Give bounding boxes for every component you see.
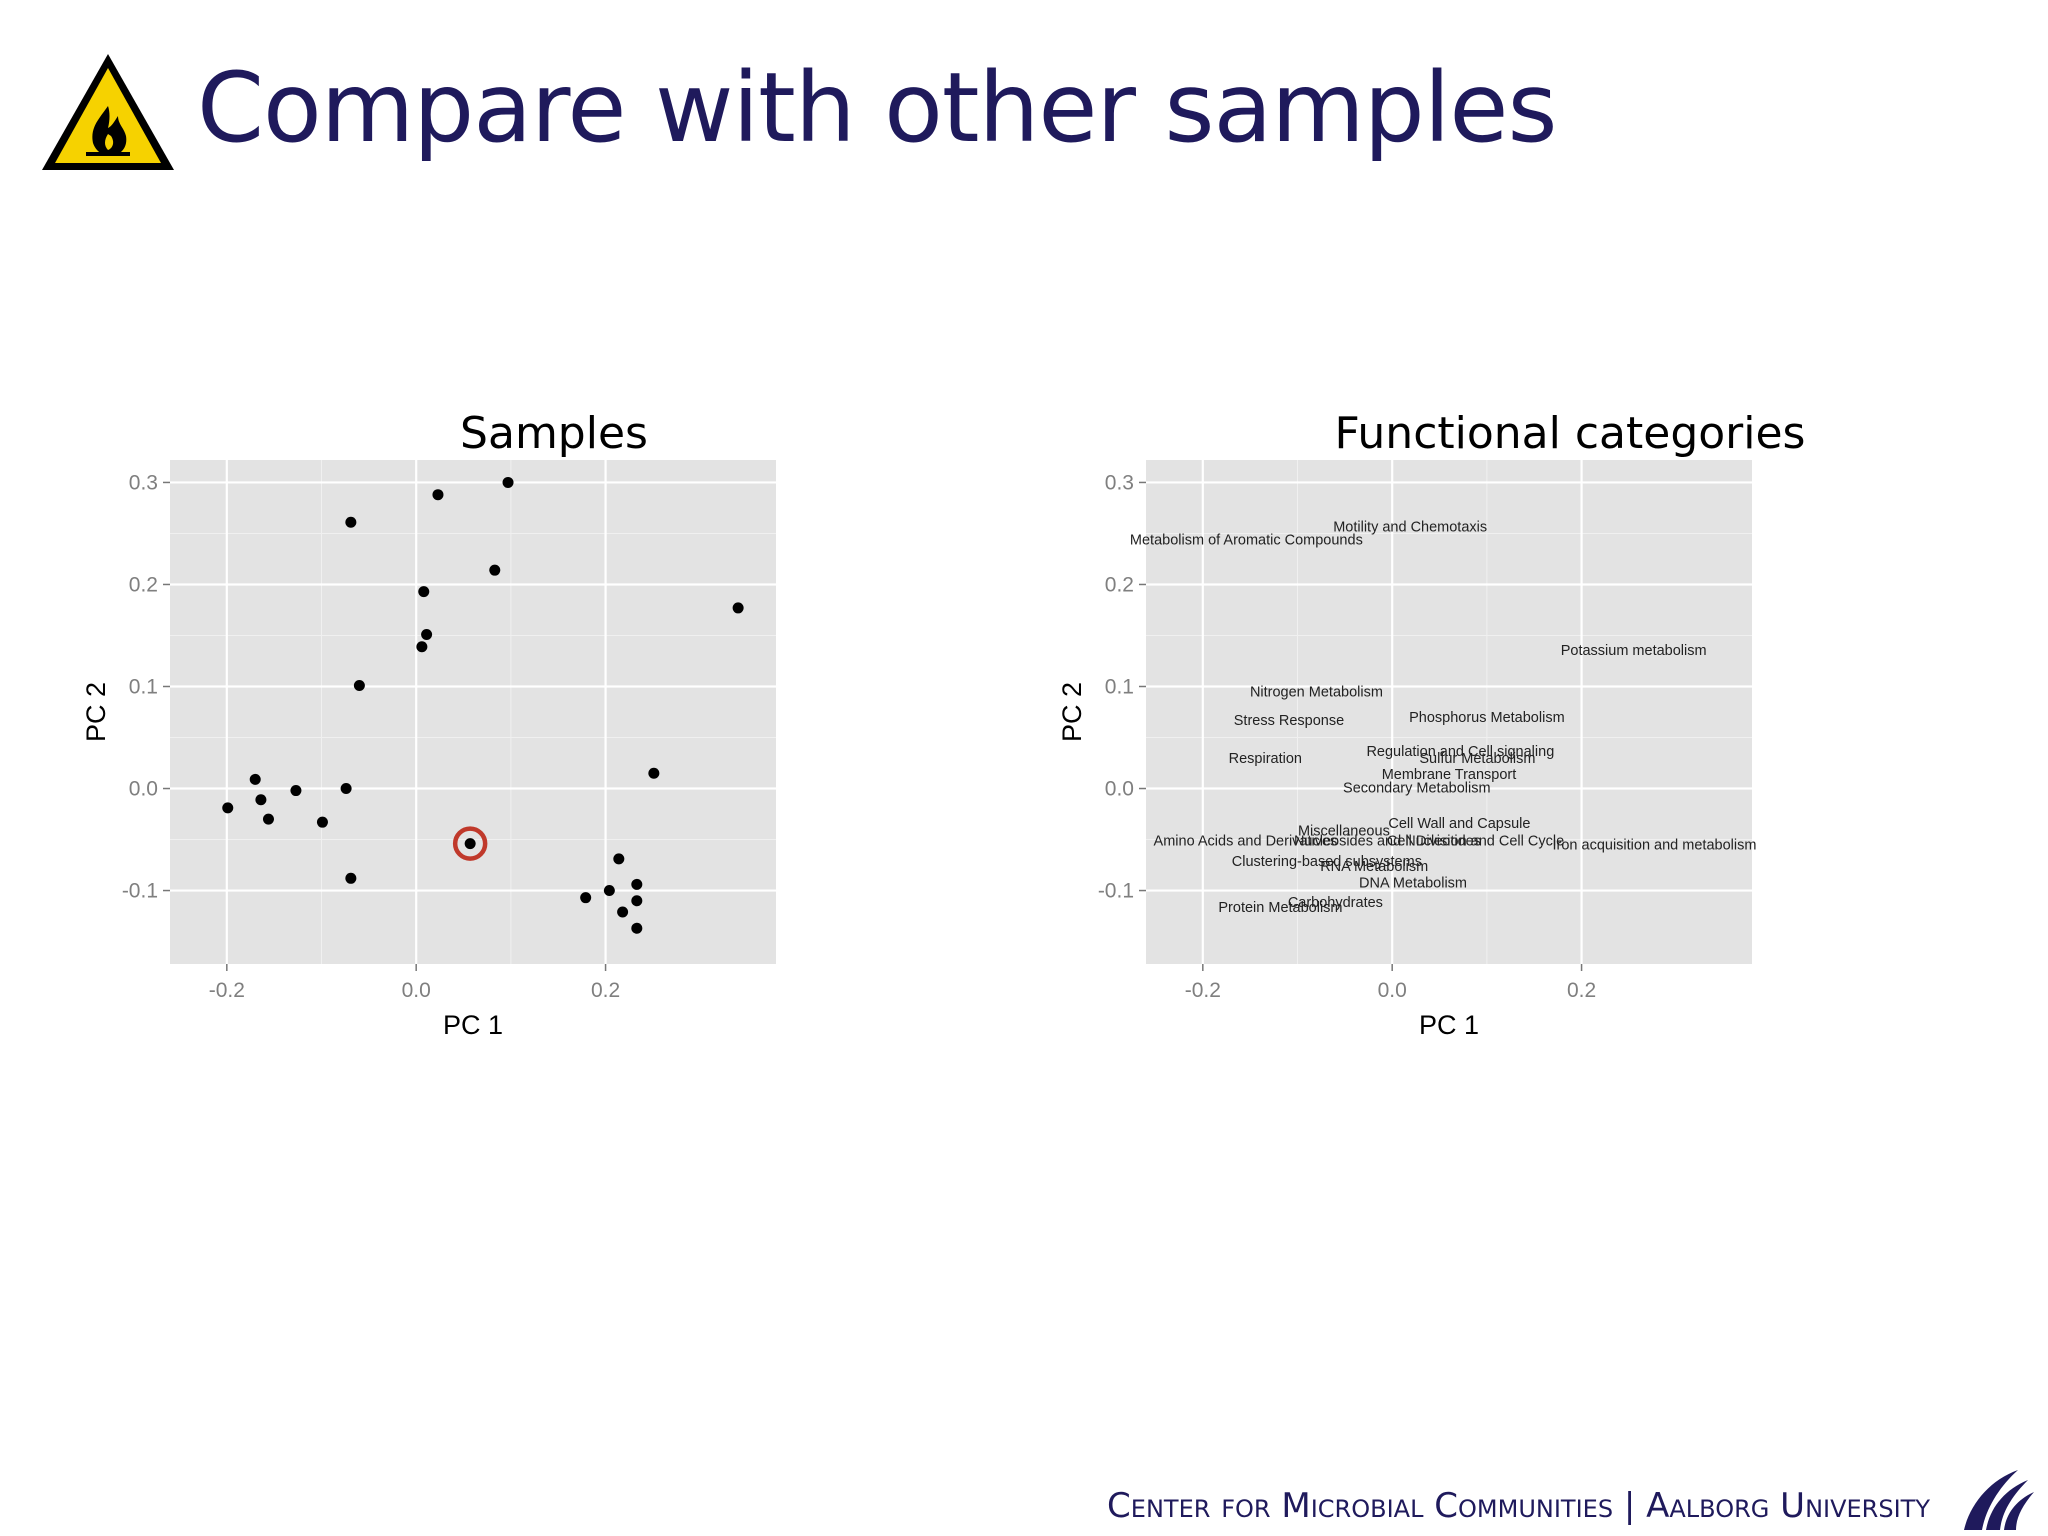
x-tick-label: 0.0 bbox=[402, 979, 431, 1002]
y-tick-label: 0.2 bbox=[1105, 573, 1134, 596]
y-tick-label: -0.1 bbox=[122, 880, 158, 903]
category-label: Protein Metabolism bbox=[1218, 900, 1342, 916]
x-axis-title: PC 1 bbox=[1419, 1010, 1479, 1040]
data-point bbox=[222, 802, 234, 814]
data-point bbox=[732, 602, 744, 614]
flammable-warning-icon bbox=[42, 54, 174, 170]
category-label: Iron acquisition and metabolism bbox=[1553, 838, 1757, 854]
category-label: Regulation and Cell signaling bbox=[1366, 744, 1554, 760]
data-point bbox=[432, 489, 444, 501]
y-tick-label: 0.3 bbox=[129, 471, 158, 494]
category-label: Nucleosides and Nucleotides bbox=[1294, 834, 1481, 850]
data-point bbox=[603, 885, 615, 897]
highlighted-data-point bbox=[464, 838, 476, 850]
data-point bbox=[489, 564, 501, 576]
y-tick-label: 0.3 bbox=[1105, 471, 1134, 494]
x-tick-label: 0.0 bbox=[1378, 979, 1407, 1002]
plot-panel bbox=[1146, 460, 1752, 964]
data-point bbox=[631, 878, 643, 890]
category-label: Secondary Metabolism bbox=[1343, 780, 1491, 796]
category-label: Sulfur Metabolism bbox=[1419, 751, 1535, 767]
category-label: Respiration bbox=[1229, 751, 1302, 767]
data-point bbox=[353, 679, 365, 691]
x-tick-label: -0.2 bbox=[209, 979, 245, 1002]
category-label: RNA Metabolism bbox=[1320, 859, 1428, 875]
data-point bbox=[416, 641, 428, 653]
x-tick-label: 0.2 bbox=[591, 979, 620, 1002]
category-label: Potassium metabolism bbox=[1561, 643, 1707, 659]
category-label: Metabolism of Aromatic Compounds bbox=[1130, 533, 1363, 549]
category-label: Cell Division and Cell Cycle bbox=[1387, 834, 1564, 850]
footer-affiliation: Center for Microbial Communities | Aalbo… bbox=[1107, 1486, 1930, 1526]
x-tick-label: 0.2 bbox=[1567, 979, 1596, 1002]
data-point bbox=[421, 628, 433, 640]
data-point bbox=[345, 516, 357, 528]
x-tick-label: -0.2 bbox=[1185, 979, 1221, 1002]
y-tick-label: 0.0 bbox=[1105, 778, 1134, 801]
data-point bbox=[249, 773, 261, 785]
highlight-ring bbox=[452, 826, 488, 861]
data-point bbox=[580, 892, 592, 904]
category-label: Nitrogen Metabolism bbox=[1250, 685, 1383, 701]
samples-chart-title: Samples bbox=[460, 408, 648, 459]
category-label: Motility and Chemotaxis bbox=[1333, 519, 1487, 535]
data-point bbox=[345, 872, 357, 884]
category-label: DNA Metabolism bbox=[1359, 875, 1467, 891]
y-tick-label: -0.1 bbox=[1098, 880, 1134, 903]
category-label: Stress Response bbox=[1234, 713, 1344, 729]
slide-title: Compare with other samples bbox=[197, 52, 1557, 164]
data-point bbox=[648, 767, 660, 779]
y-tick-label: 0.0 bbox=[129, 778, 158, 801]
category-label: Clustering-based subsystems bbox=[1232, 854, 1422, 870]
y-tick-label: 0.1 bbox=[129, 675, 158, 698]
y-axis-title: PC 2 bbox=[81, 682, 111, 742]
functional-chart-title: Functional categories bbox=[1334, 408, 1806, 459]
aalborg-university-logo-icon bbox=[1964, 1470, 2034, 1530]
plot-panel bbox=[170, 460, 776, 964]
y-axis-title: PC 2 bbox=[1057, 682, 1087, 742]
data-point bbox=[316, 816, 328, 828]
data-point bbox=[631, 922, 643, 934]
data-point bbox=[340, 783, 352, 795]
category-label: Membrane Transport bbox=[1382, 767, 1517, 783]
data-point bbox=[502, 476, 514, 488]
category-label: Miscellaneous bbox=[1298, 823, 1390, 839]
data-point bbox=[290, 785, 302, 797]
data-point bbox=[631, 895, 643, 907]
category-label: Amino Acids and Derivatives bbox=[1154, 834, 1338, 850]
y-tick-label: 0.1 bbox=[1105, 675, 1134, 698]
data-point bbox=[617, 906, 629, 918]
y-tick-label: 0.2 bbox=[129, 573, 158, 596]
category-label: Carbohydrates bbox=[1288, 895, 1383, 911]
x-axis-title: PC 1 bbox=[443, 1010, 503, 1040]
samples-pca-chart: -0.2 0.0 0.2 -0.1 0.0 0.1 0.2 0.3 PC 1 PC 2 bbox=[81, 460, 776, 1040]
data-point bbox=[418, 586, 430, 598]
category-label: Phosphorus Metabolism bbox=[1409, 710, 1565, 726]
data-point bbox=[262, 813, 274, 825]
data-point bbox=[255, 794, 267, 806]
data-point bbox=[613, 853, 625, 865]
category-label: Cell Wall and Capsule bbox=[1388, 816, 1530, 832]
functional-pca-chart: -0.2 0.0 0.2 -0.1 0.0 0.1 0.2 0.3 PC 1 PC 2 Motili… bbox=[1057, 460, 1757, 1040]
